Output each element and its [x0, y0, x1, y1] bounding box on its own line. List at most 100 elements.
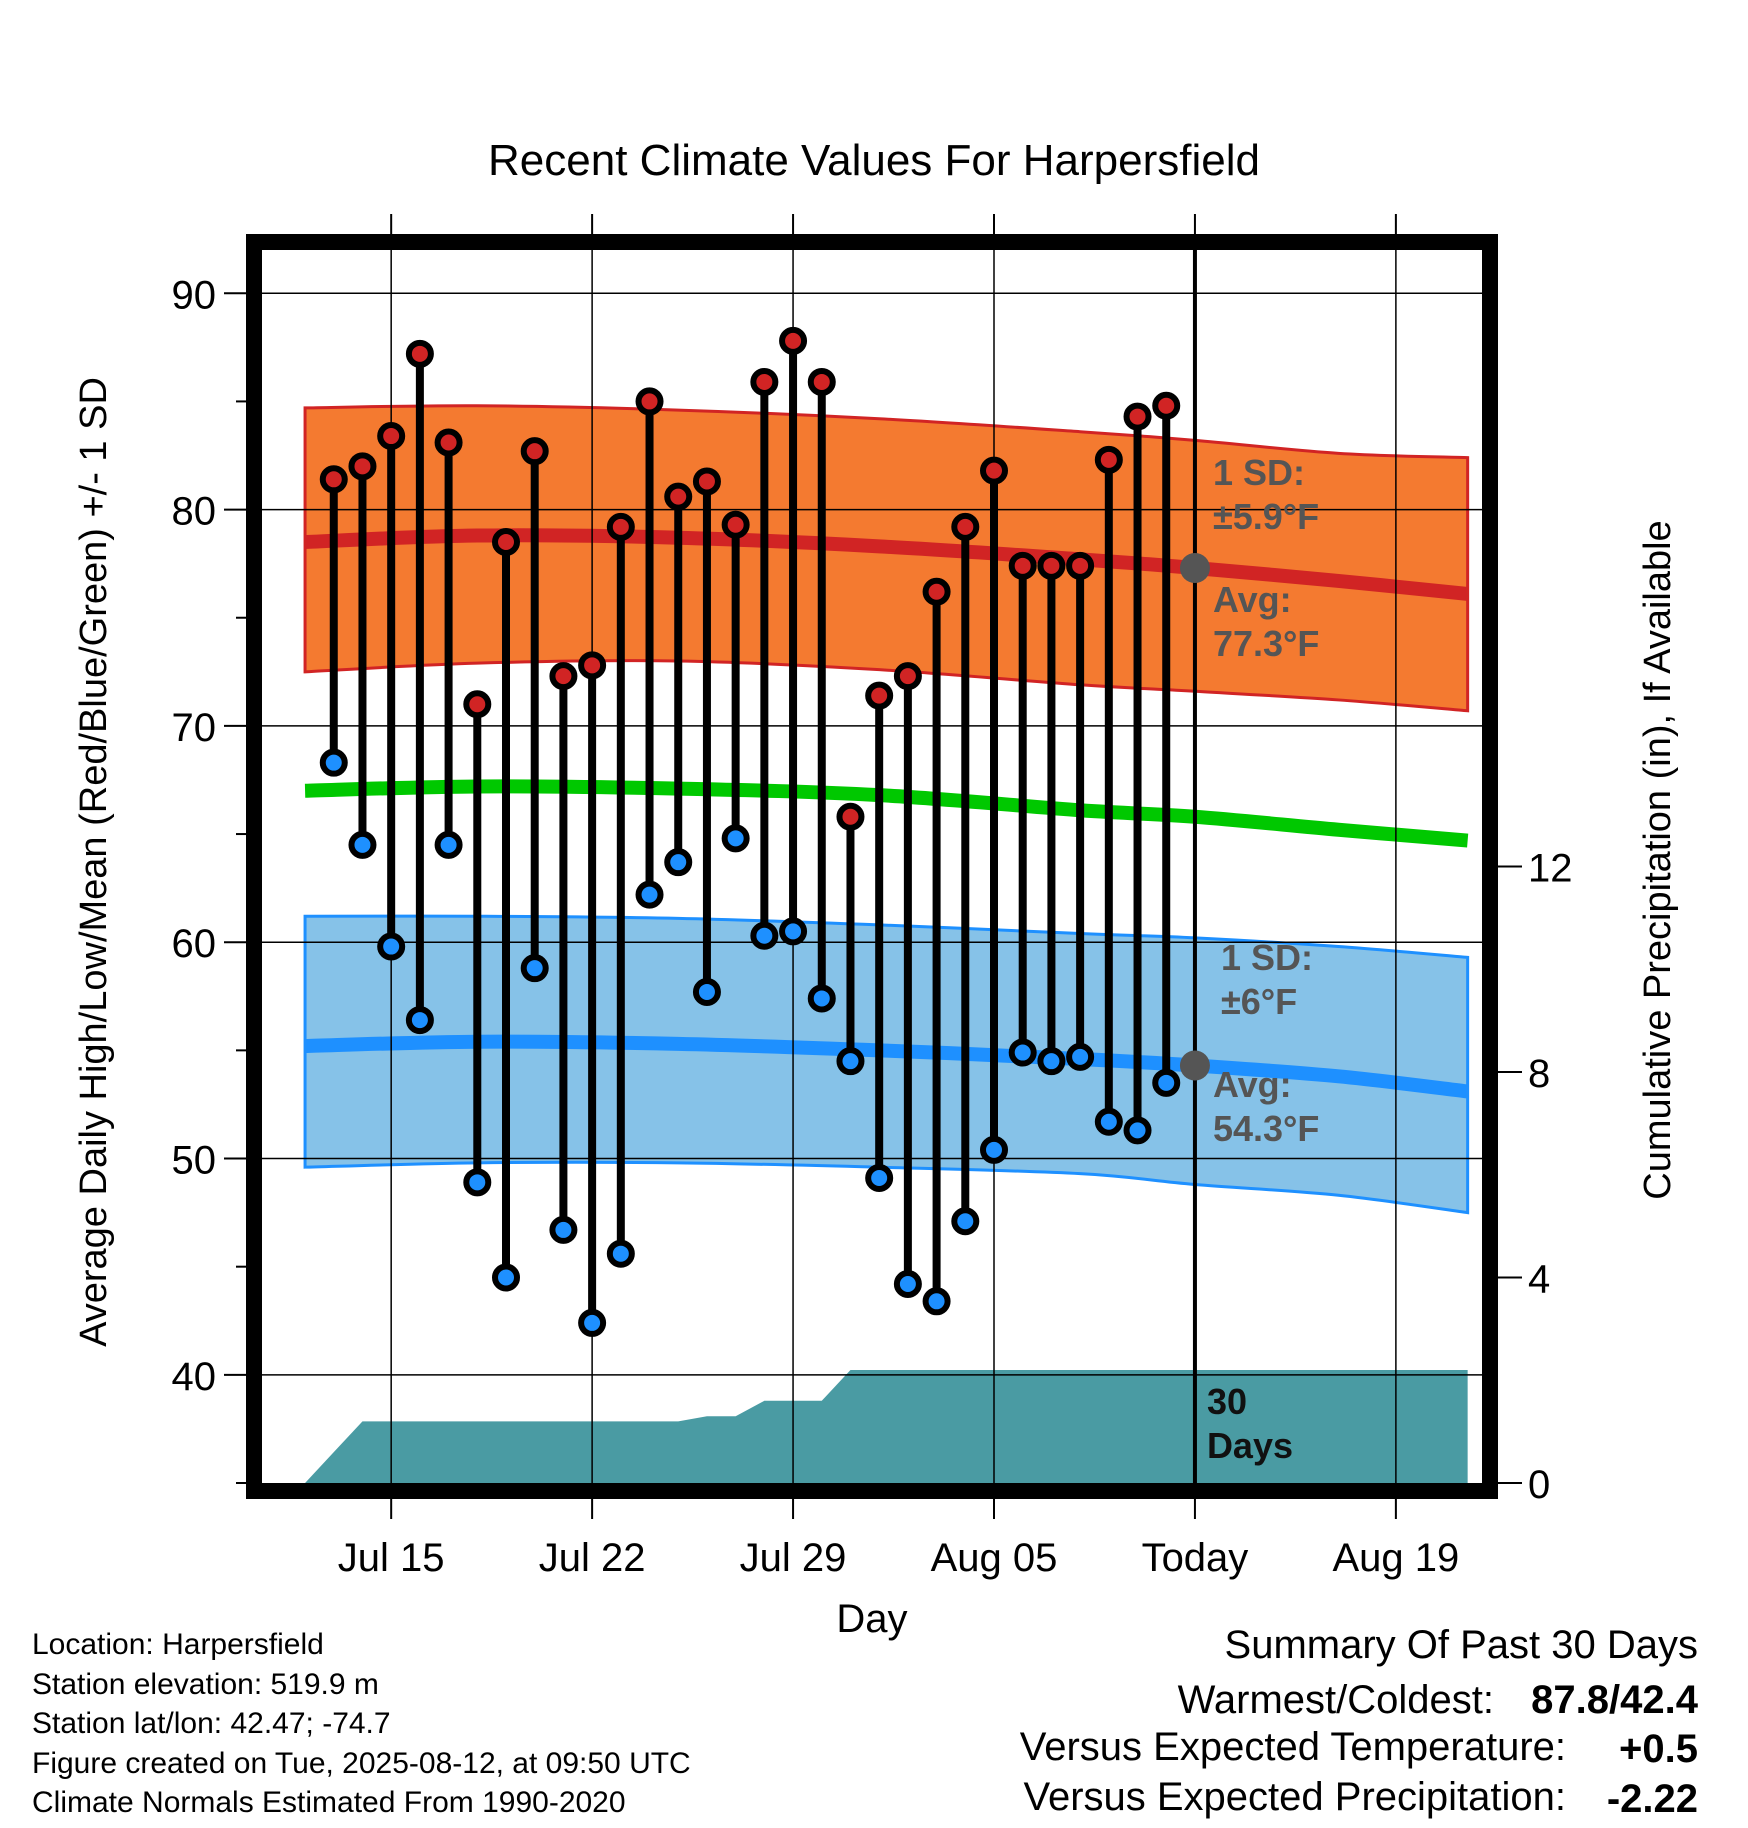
y-tick-label: 70: [172, 706, 217, 750]
today-high-marker: [1179, 552, 1210, 583]
daily-low-point: [721, 824, 750, 853]
daily-high-point: [951, 512, 980, 541]
daily-high-point: [578, 651, 607, 680]
daily-high-point: [893, 662, 922, 691]
y-tick-label: 60: [172, 922, 217, 966]
daily-low-point: [520, 954, 549, 983]
daily-high-point: [1094, 445, 1123, 474]
daily-low-point: [980, 1135, 1008, 1164]
daily-low-point: [951, 1207, 980, 1236]
daily-low-point: [348, 830, 377, 859]
normal-low-line: [304, 1034, 1469, 1099]
x-tick-label: Aug 05: [931, 1536, 1058, 1580]
daily-high-point: [606, 512, 635, 541]
daily-low-point: [578, 1308, 607, 1337]
daily-low-point: [807, 984, 836, 1013]
elevation-text: Station elevation: 519.9 m: [32, 1668, 379, 1701]
daily-high-point: [721, 510, 750, 539]
precip-annotation: 30: [1207, 1381, 1247, 1422]
daily-low-point: [1152, 1068, 1181, 1097]
daily-high-point: [348, 452, 377, 481]
plot-frame: [246, 234, 1498, 1499]
daily-low-point: [635, 880, 664, 909]
daily-low-point: [692, 977, 721, 1006]
low-sd-annotation: ±6°F: [1221, 981, 1297, 1022]
daily-high-point: [750, 367, 779, 396]
warm-cold-value: 87.8/42.4: [1531, 1678, 1699, 1722]
low-sd-annotation: 1 SD:: [1221, 937, 1313, 978]
daily-low-point: [664, 848, 693, 877]
daily-low-point: [1037, 1047, 1066, 1076]
daily-low-point: [377, 932, 406, 961]
daily-low-point: [492, 1263, 520, 1292]
high-sd-annotation: 1 SD:: [1213, 452, 1305, 493]
low-avg-annotation: 54.3°F: [1213, 1108, 1319, 1149]
daily-high-point: [1037, 551, 1066, 580]
x-tick-label: Today: [1142, 1536, 1249, 1580]
daily-low-point: [434, 830, 463, 859]
high-avg-annotation: Avg:: [1213, 579, 1292, 620]
daily-high-point: [922, 577, 951, 606]
x-tick-label: Jul 22: [539, 1536, 646, 1580]
precip-vs-expected-label: Versus Expected Precipitation:: [1023, 1775, 1566, 1819]
daily-high-point: [463, 690, 492, 719]
daily-low-point: [750, 921, 779, 950]
y-tick-label: 90: [172, 273, 217, 317]
daily-low-point: [1008, 1038, 1037, 1067]
precip-annotation: Days: [1207, 1425, 1293, 1466]
precip-vs-expected-value: -2.22: [1607, 1777, 1698, 1821]
daily-high-point: [635, 387, 664, 416]
daily-high-point: [434, 428, 463, 457]
station-info: Location: Harpersfield Station elevation…: [32, 1628, 691, 1819]
daily-low-point: [836, 1047, 865, 1076]
daily-low-point: [1094, 1107, 1123, 1136]
y-tick-label: 50: [172, 1139, 217, 1183]
daily-high-point: [692, 467, 721, 496]
daily-low-point: [893, 1269, 922, 1298]
y-right-tick-label: 0: [1528, 1463, 1550, 1507]
daily-low-point: [1066, 1042, 1095, 1071]
daily-high-point: [319, 465, 348, 494]
y-tick-label: 80: [172, 490, 217, 534]
x-axis-label: Day: [836, 1597, 907, 1641]
daily-high-point: [377, 422, 406, 451]
daily-high-point: [836, 802, 865, 831]
data-series: [319, 326, 1210, 1337]
warm-cold-label: Warmest/Coldest:: [1178, 1678, 1494, 1722]
normal-high-line: [304, 528, 1469, 601]
daily-high-point: [865, 681, 894, 710]
daily-low-point: [922, 1287, 951, 1316]
daily-low-point: [463, 1168, 492, 1197]
daily-high-point: [492, 528, 520, 557]
daily-high-point: [405, 339, 434, 368]
y-right-tick-label: 4: [1528, 1258, 1550, 1302]
axes: 40 50 60 70 80 90 0 4 8 12 Jul 15 Jul 22 Jul 29 Aug 0…: [172, 214, 1573, 1580]
latlon-text: Station lat/lon: 42.47; -74.7: [32, 1707, 391, 1740]
precip-area: [276, 1369, 1468, 1483]
daily-low-point: [779, 917, 808, 946]
high-sd-annotation: ±5.9°F: [1213, 496, 1319, 537]
y-axis-label: Average Daily High/Low/Mean (Red/Blue/Gr…: [73, 377, 115, 1347]
daily-low-point: [405, 1006, 434, 1035]
created-text: Figure created on Tue, 2025-08-12, at 09…: [32, 1747, 691, 1780]
high-avg-annotation: 77.3°F: [1213, 623, 1319, 664]
today-low-marker: [1179, 1050, 1210, 1081]
low-avg-annotation: Avg:: [1213, 1064, 1292, 1105]
chart-title: Recent Climate Values For Harpersfield: [488, 136, 1260, 185]
daily-high-point: [1123, 402, 1152, 431]
daily-high-point: [549, 662, 578, 691]
location-text: Location: Harpersfield: [32, 1628, 324, 1661]
daily-low-point: [319, 748, 348, 777]
daily-low-point: [865, 1163, 894, 1192]
temp-vs-expected-value: +0.5: [1619, 1727, 1698, 1771]
y-axis-label-right: Cumulative Precipitation (in), If Availa…: [1637, 520, 1679, 1199]
daily-high-point: [1152, 391, 1181, 420]
daily-high-point: [980, 456, 1008, 485]
daily-low-point: [1123, 1116, 1152, 1145]
daily-high-point: [520, 437, 549, 466]
daily-high-point: [807, 367, 836, 396]
x-tick-label: Jul 29: [740, 1536, 847, 1580]
y-right-tick-label: 8: [1528, 1052, 1550, 1096]
